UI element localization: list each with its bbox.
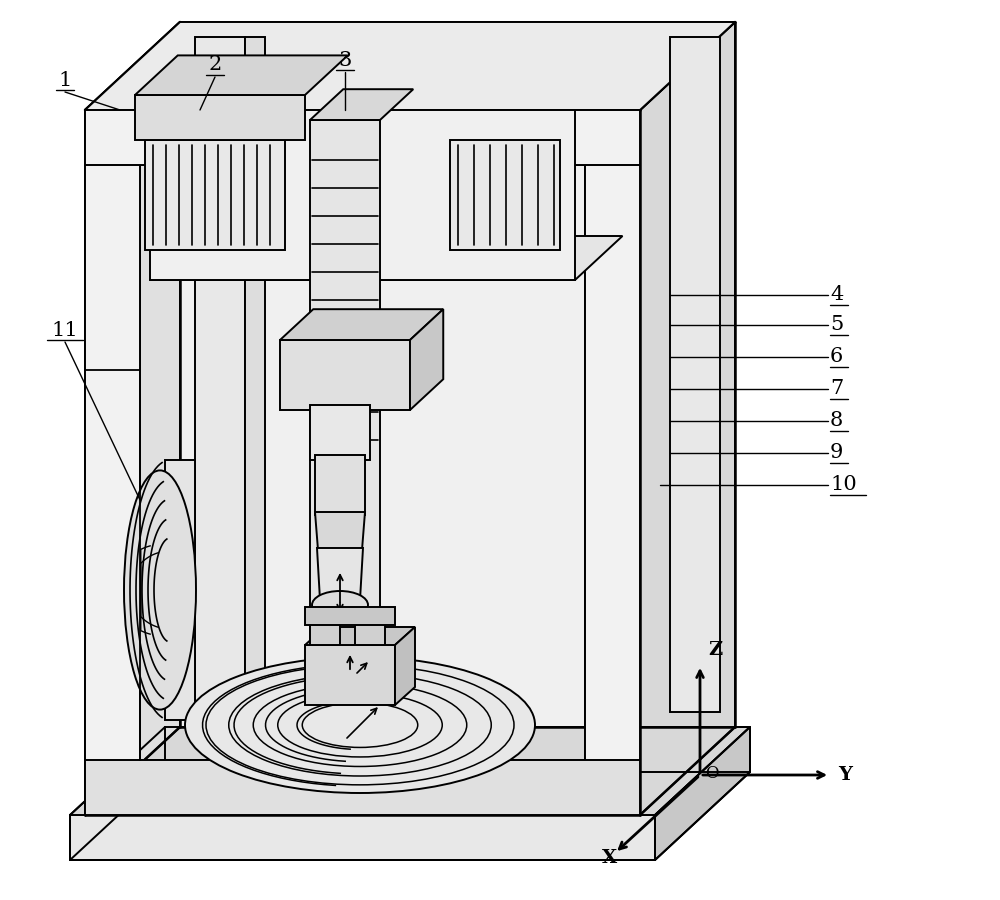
Polygon shape	[70, 815, 655, 860]
Text: O: O	[705, 765, 718, 782]
Polygon shape	[135, 56, 348, 95]
Polygon shape	[310, 89, 413, 120]
Polygon shape	[195, 37, 245, 712]
Text: 8: 8	[830, 411, 843, 430]
Ellipse shape	[312, 591, 368, 619]
Polygon shape	[410, 310, 443, 410]
Polygon shape	[310, 120, 380, 650]
Text: 9: 9	[830, 444, 843, 463]
Bar	[305, 607, 395, 625]
Polygon shape	[85, 22, 735, 110]
Polygon shape	[85, 110, 640, 165]
Polygon shape	[585, 110, 640, 815]
Polygon shape	[305, 627, 415, 645]
Polygon shape	[165, 460, 195, 720]
Polygon shape	[640, 22, 735, 815]
Text: 11: 11	[52, 320, 78, 339]
Polygon shape	[145, 140, 285, 250]
Text: Z: Z	[708, 641, 722, 659]
Polygon shape	[315, 512, 365, 550]
Polygon shape	[150, 236, 622, 280]
Text: 1: 1	[58, 70, 72, 89]
Text: 5: 5	[830, 316, 843, 335]
Text: 10: 10	[830, 475, 857, 494]
Ellipse shape	[185, 657, 535, 793]
Polygon shape	[280, 310, 443, 340]
Text: 6: 6	[830, 347, 843, 366]
Bar	[310, 623, 340, 645]
Polygon shape	[280, 340, 410, 410]
Text: 3: 3	[338, 50, 352, 69]
Polygon shape	[85, 727, 735, 815]
Polygon shape	[85, 22, 180, 815]
Bar	[355, 623, 385, 645]
Text: Y: Y	[838, 766, 852, 784]
Polygon shape	[670, 37, 720, 712]
Polygon shape	[395, 627, 415, 705]
Polygon shape	[655, 727, 750, 860]
Polygon shape	[305, 645, 395, 705]
Ellipse shape	[124, 471, 196, 709]
Polygon shape	[70, 727, 750, 815]
Polygon shape	[315, 455, 365, 515]
Text: 2: 2	[208, 56, 222, 75]
Polygon shape	[150, 110, 575, 280]
Text: 7: 7	[830, 380, 843, 399]
Polygon shape	[180, 22, 735, 727]
Polygon shape	[85, 760, 640, 815]
Text: 4: 4	[830, 285, 843, 304]
Polygon shape	[317, 548, 363, 600]
Polygon shape	[135, 95, 305, 140]
Text: X: X	[602, 849, 617, 867]
Polygon shape	[85, 110, 140, 815]
Polygon shape	[450, 140, 560, 250]
Polygon shape	[310, 405, 370, 460]
Polygon shape	[245, 37, 265, 712]
